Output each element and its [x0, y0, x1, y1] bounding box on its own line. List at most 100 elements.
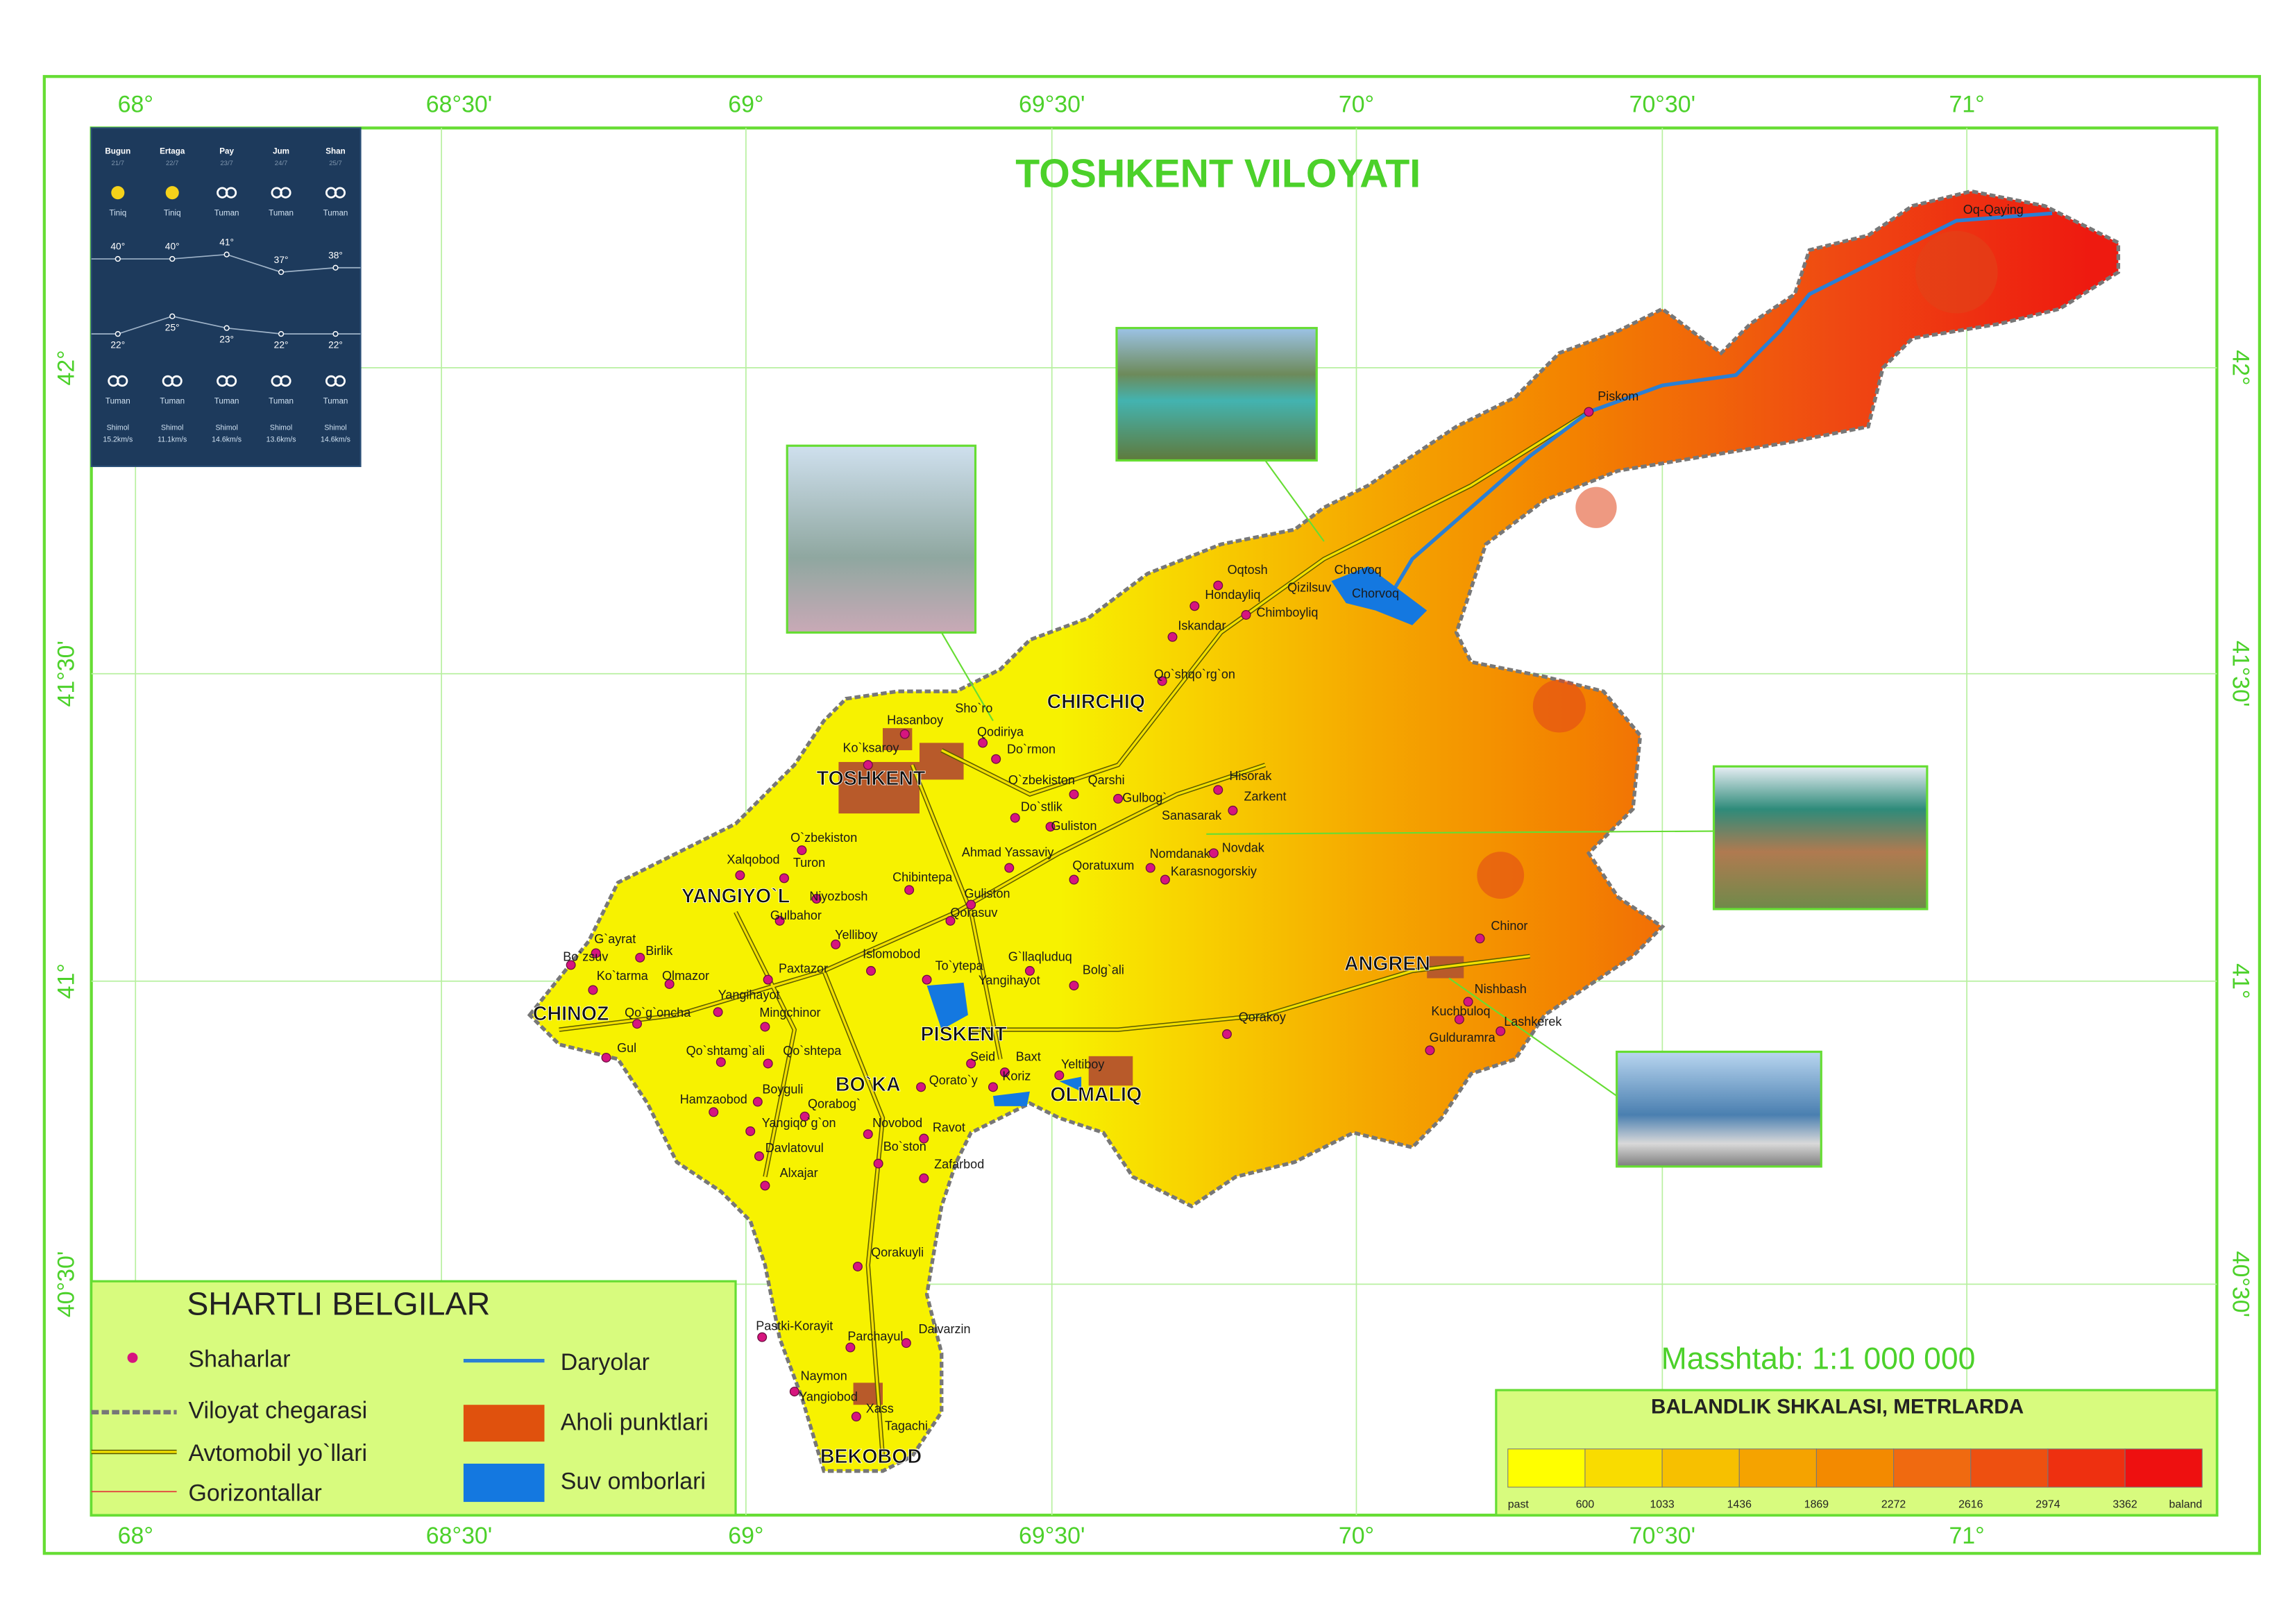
- lon-label: 68°: [118, 1523, 153, 1549]
- legend-title: SHARTLI BELGILAR: [187, 1285, 490, 1321]
- lat-label: 40°30': [2227, 1251, 2253, 1317]
- low-point: [115, 331, 121, 337]
- settlement-label: Gulbahor: [770, 908, 822, 922]
- lon-label: 69°: [728, 1523, 763, 1549]
- settlement-dot: [763, 974, 773, 985]
- lat-label: 42°: [53, 350, 80, 385]
- settlement-label: Ko`tarma: [597, 969, 649, 983]
- elevation-title: BALANDLIK SHKALASI, METRLARDA: [1651, 1395, 2024, 1418]
- forecast-condition: Tuman: [214, 208, 239, 217]
- lat-label: 42°: [2227, 350, 2253, 385]
- settlement-label: Yangiobod: [799, 1389, 858, 1403]
- settlement-dot: [757, 1332, 768, 1342]
- settlement-dot: [754, 1151, 764, 1161]
- settlement-label: Nishbash: [1475, 982, 1527, 996]
- settlement-dot: [1425, 1045, 1435, 1056]
- settlement-label: Gulbog`: [1122, 791, 1167, 805]
- forecast-date: 23/7: [220, 160, 233, 167]
- settlement-label: Qorakoy: [1239, 1010, 1286, 1024]
- settlement-dot: [588, 985, 598, 995]
- low-point: [169, 313, 176, 319]
- elevation-swatch: [1738, 1448, 1817, 1488]
- settlement-label: G`llaqluduq: [1008, 950, 1072, 964]
- settlement-dot: [1024, 965, 1035, 976]
- elevation-swatch: [1970, 1448, 2049, 1488]
- settlement-label: Qizilsuv: [1287, 581, 1331, 595]
- settlement-label: Parchayul: [847, 1329, 903, 1343]
- settlement-dot: [797, 845, 807, 856]
- settlement-label: Kuchbuloq: [1431, 1004, 1490, 1018]
- city-label: CHINOZ: [533, 1003, 609, 1025]
- elevation-swatch: [1507, 1448, 1586, 1488]
- forecast-wind-speed: 15.2km/s: [103, 436, 133, 444]
- city-label: ANGREN: [1344, 953, 1430, 975]
- photo-monument: [786, 444, 977, 634]
- settlement-label: Guliston: [964, 886, 1010, 900]
- lon-label: 68°: [118, 92, 153, 118]
- forecast-condition: Tiniq: [109, 208, 126, 217]
- settlement-dot: [1475, 933, 1485, 944]
- settlement-dot: [1584, 407, 1594, 417]
- settlement-label: Chorvoq: [1352, 586, 1399, 600]
- lat-label: 41°: [2227, 963, 2253, 999]
- settlement-dot: [1228, 805, 1238, 815]
- reservoir: [1331, 566, 1428, 625]
- region: [527, 189, 2121, 1473]
- sun-icon: [111, 186, 125, 200]
- forecast-wind-speed: 14.6km/s: [321, 436, 350, 444]
- settlement-dot: [945, 915, 956, 926]
- settlement-label: Qorasuv: [950, 906, 997, 920]
- forecast-date: 25/7: [329, 160, 342, 167]
- settlement-label: Islomobod: [863, 947, 920, 961]
- settlement-dot: [863, 760, 873, 770]
- lat-label: 41°: [53, 963, 80, 999]
- settlement-dot: [919, 1133, 929, 1144]
- scale-text: Masshtab: 1:1 000 000: [1661, 1342, 1976, 1376]
- lon-label: 70°30': [1629, 92, 1695, 118]
- forecast-night: Tuman: [214, 397, 239, 406]
- settlement-dot: [901, 1338, 911, 1348]
- high-point: [278, 269, 285, 276]
- settlement-label: Dalvarzin: [918, 1322, 970, 1336]
- settlement-label: Sanasarak: [1162, 809, 1222, 822]
- weather-widget: [90, 127, 362, 467]
- photos: [786, 327, 1929, 1168]
- settlement-label: Pastki-Korayit: [756, 1319, 833, 1333]
- high-point: [169, 255, 176, 262]
- settlement-label: Boyguli: [762, 1082, 803, 1096]
- settlement-dot: [735, 870, 745, 881]
- settlement-dot: [745, 1126, 756, 1136]
- settlement-dot: [632, 1019, 643, 1029]
- settlement-label: Naymon: [801, 1369, 847, 1383]
- forecast-wind: Shimol: [324, 424, 346, 432]
- settlement-label: Davlatovul: [765, 1141, 824, 1155]
- settlement-label: Bo`zsuv: [563, 950, 608, 964]
- elevation-label: baland: [2169, 1499, 2203, 1511]
- settlement-label: Yangihayot: [979, 974, 1040, 988]
- forecast-wind: Shimol: [161, 424, 183, 432]
- forecast-high: 40°: [165, 242, 180, 252]
- settlement-label: Yangiqo`g`on: [762, 1116, 836, 1130]
- photo-reservoir: [1115, 327, 1318, 462]
- settlement-dot: [1160, 874, 1170, 885]
- settlement-dot: [566, 960, 576, 970]
- forecast-high: 37°: [274, 255, 289, 265]
- settlement-label: Oq-Qaying: [1963, 203, 2024, 217]
- settlement-label: Niyozbosh: [809, 890, 867, 904]
- settlement-dot: [999, 1067, 1010, 1078]
- settlement-label: Hondayliq: [1205, 588, 1260, 602]
- settlement-label: Chimboyliq: [1256, 606, 1318, 620]
- settlement-label: Hisorak: [1229, 769, 1272, 783]
- elevation-swatch: [2124, 1448, 2203, 1488]
- settlement-label: Chibintepa: [892, 870, 953, 884]
- legend-symbol: [463, 1463, 545, 1503]
- lon-label: 69°: [728, 92, 763, 118]
- settlement-dot: [919, 1173, 929, 1183]
- forecast-day: Shan: [325, 146, 345, 155]
- settlement-label: Qarshi: [1088, 773, 1125, 787]
- city-label: TOSHKENT: [817, 768, 926, 790]
- settlement-dot: [851, 1412, 861, 1422]
- settlement-label: Qo`g`oncha: [625, 1006, 691, 1020]
- settlement-label: Do`stlik: [1021, 800, 1063, 813]
